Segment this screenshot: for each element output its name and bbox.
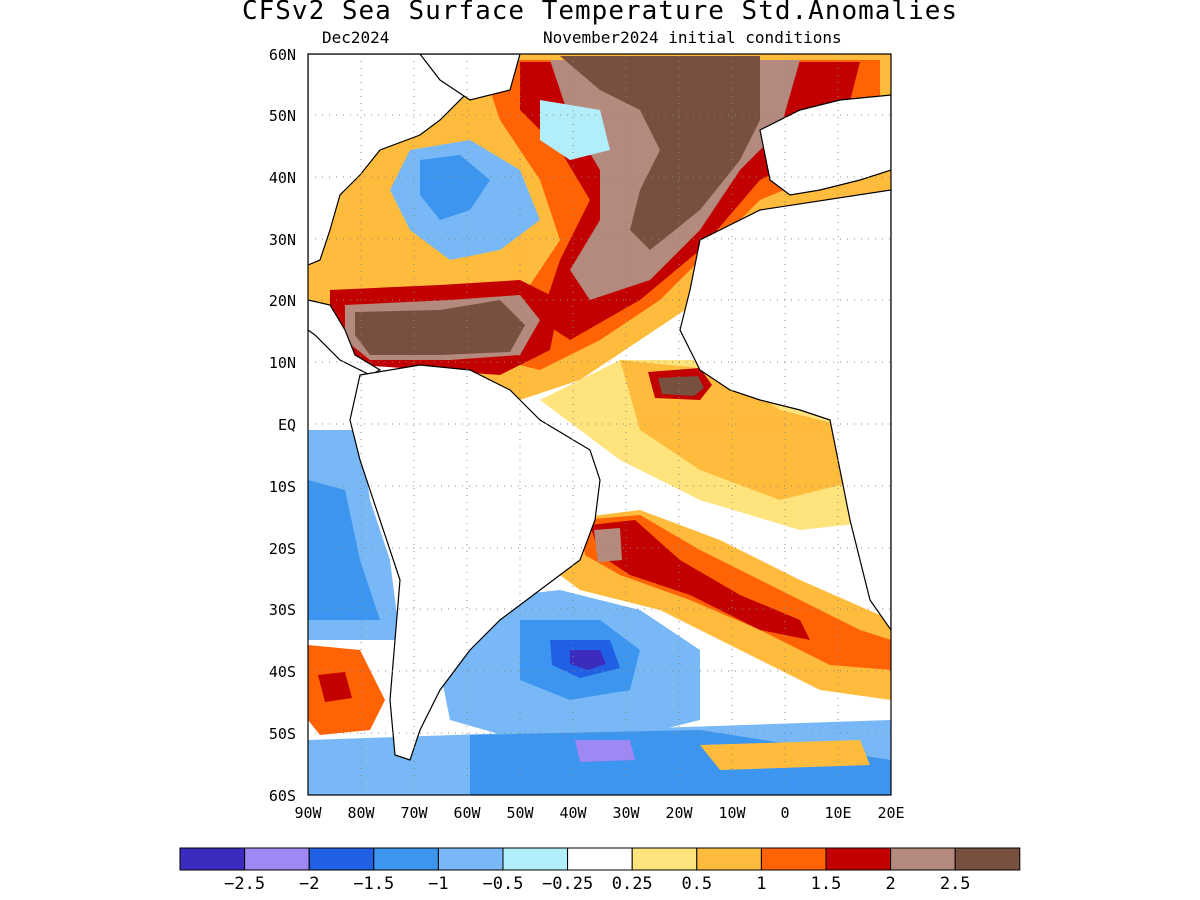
anomaly-region bbox=[575, 740, 635, 762]
colorbar-swatch bbox=[631, 847, 698, 871]
colorbar-swatch bbox=[502, 847, 569, 871]
colorbar: −2.5 −2 −1.5 −1 −0.5 −0.25 0.25 0.5 1 1.5 2 2.5 bbox=[179, 847, 1021, 894]
lon-tick-label: 30W bbox=[612, 804, 640, 822]
anomaly-region bbox=[700, 740, 870, 770]
colorbar-label: 2.5 bbox=[940, 874, 971, 894]
anomaly-region bbox=[594, 528, 622, 562]
colorbar-label: 2 bbox=[885, 874, 895, 894]
initial-conditions-label: November2024 initial conditions bbox=[543, 28, 842, 47]
colorbar-label: −2.5 bbox=[224, 874, 265, 894]
colorbar-label: −2 bbox=[299, 874, 319, 894]
anomaly-region bbox=[420, 155, 490, 220]
colorbar-label: −0.5 bbox=[483, 874, 524, 894]
anomaly-field bbox=[308, 54, 891, 795]
lat-tick-label: 50N bbox=[269, 107, 296, 125]
land-europe bbox=[759, 94, 891, 196]
lon-tick-label: 40W bbox=[559, 804, 587, 822]
colorbar-label: −1.5 bbox=[353, 874, 394, 894]
colorbar-swatch bbox=[567, 847, 633, 871]
anomaly-region bbox=[590, 520, 810, 640]
land-greenland bbox=[419, 54, 521, 101]
lon-tick-label: 10E bbox=[824, 804, 851, 822]
lat-tick-label: 40N bbox=[269, 169, 296, 187]
colorbar-swatch bbox=[308, 847, 375, 871]
lat-tick-label: 30S bbox=[269, 601, 296, 619]
anomaly-region bbox=[540, 100, 610, 160]
colorbar-swatch bbox=[437, 847, 504, 871]
lon-tick-label: 20W bbox=[665, 804, 693, 822]
colorbar-label: 1 bbox=[756, 874, 766, 894]
colorbar-label: −0.25 bbox=[542, 874, 593, 894]
colorbar-swatch bbox=[179, 847, 246, 871]
lat-tick-label: 30N bbox=[269, 231, 296, 249]
colorbar-label: 0.5 bbox=[681, 874, 712, 894]
chart-title: CFSv2 Sea Surface Temperature Std.Anomal… bbox=[241, 0, 959, 26]
lon-tick-label: 80W bbox=[347, 804, 375, 822]
lon-tick-label: 20E bbox=[877, 804, 904, 822]
lat-tick-label: 10S bbox=[269, 478, 296, 496]
colorbar-label: 0.25 bbox=[612, 874, 653, 894]
colorbar-swatch bbox=[760, 847, 827, 871]
lat-tick-label: 60S bbox=[269, 787, 296, 805]
anomaly-region bbox=[318, 672, 352, 702]
colorbar-swatch bbox=[696, 847, 762, 871]
lat-tick-label: 60N bbox=[269, 46, 296, 64]
lat-tick-label: 20N bbox=[269, 292, 296, 310]
lon-tick-label: 50W bbox=[506, 804, 534, 822]
lat-tick-label: EQ bbox=[278, 416, 296, 434]
anomaly-region bbox=[355, 300, 525, 355]
lon-tick-label: 90W bbox=[294, 804, 322, 822]
colorbar-swatch bbox=[954, 847, 1021, 871]
map-frame bbox=[307, 53, 892, 796]
colorbar-label: 1.5 bbox=[811, 874, 842, 894]
colorbar-swatch bbox=[825, 847, 892, 871]
colorbar-label: −1 bbox=[428, 874, 448, 894]
land-south-america bbox=[349, 364, 601, 761]
anomaly-region bbox=[308, 480, 380, 620]
lat-tick-label: 40S bbox=[269, 663, 296, 681]
lat-axis: 60N 50N 40N 30N 20N 10N EQ 10S 20S 30S 4… bbox=[269, 46, 296, 805]
colorbar-swatch bbox=[890, 847, 956, 871]
valid-month-label: Dec2024 bbox=[322, 28, 390, 47]
lat-tick-label: 10N bbox=[269, 354, 296, 372]
anomaly-region bbox=[570, 650, 606, 670]
lat-tick-label: 50S bbox=[269, 725, 296, 743]
colorbar-swatch bbox=[244, 847, 310, 871]
lon-tick-label: 60W bbox=[453, 804, 481, 822]
anomaly-region bbox=[658, 376, 704, 396]
lon-axis: 90W 80W 70W 60W 50W 40W 30W 20W 10W 0 10… bbox=[294, 804, 904, 822]
lat-tick-label: 20S bbox=[269, 540, 296, 558]
lon-tick-label: 10W bbox=[718, 804, 746, 822]
lon-tick-label: 70W bbox=[400, 804, 428, 822]
lon-tick-label: 0 bbox=[780, 804, 789, 822]
colorbar-swatch bbox=[373, 847, 439, 871]
anomaly-region bbox=[560, 56, 760, 250]
